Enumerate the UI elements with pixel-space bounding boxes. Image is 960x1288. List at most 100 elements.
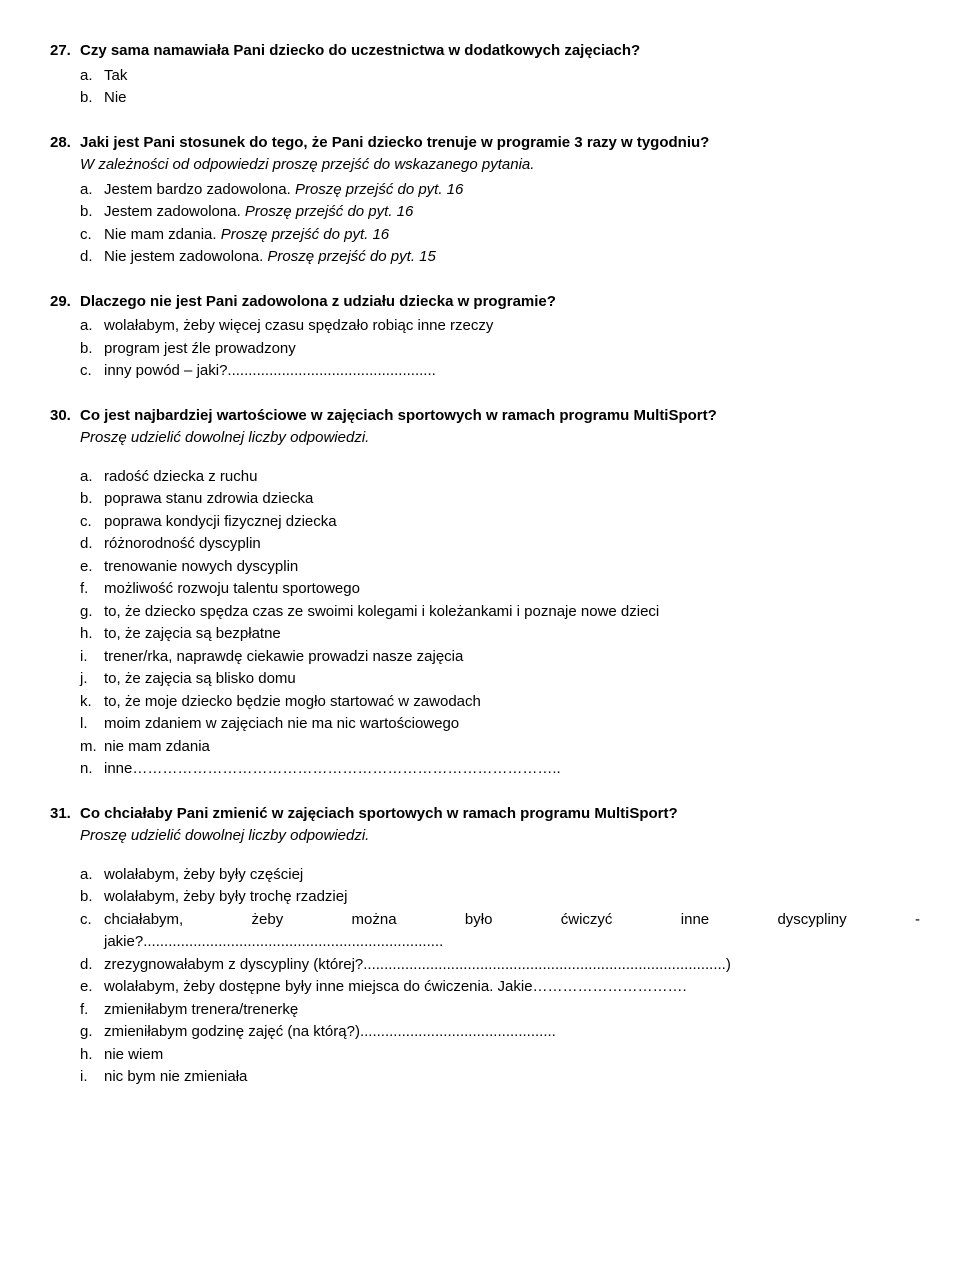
option-text: zmieniłabym godzinę zajęć (na którą?)...… [104, 1021, 920, 1044]
question-header: 29. Dlaczego nie jest Pani zadowolona z … [50, 291, 920, 314]
option-text: moim zdaniem w zajęciach nie ma nic wart… [104, 713, 920, 736]
option-text: wolałabym, żeby były częściej [104, 864, 920, 887]
option-italic: Proszę przejść do pyt. 16 [221, 226, 389, 243]
fill-line: jakie?..................................… [104, 933, 443, 950]
option-letter: c. [80, 224, 104, 247]
question-text: Czy sama namawiała Pani dziecko do uczes… [80, 40, 920, 63]
option-text: program jest źle prowadzony [104, 338, 920, 361]
option-item: b. Jestem zadowolona. Proszę przejść do … [80, 201, 920, 224]
option-item: b. program jest źle prowadzony [80, 338, 920, 361]
option-item: c. Nie mam zdania. Proszę przejść do pyt… [80, 224, 920, 247]
question-27: 27. Czy sama namawiała Pani dziecko do u… [50, 40, 920, 110]
options-list: a. wolałabym, żeby były częściej b. wola… [80, 864, 920, 1089]
option-text: nic bym nie zmieniała [104, 1066, 920, 1089]
option-letter: b. [80, 201, 104, 224]
option-letter: d. [80, 246, 104, 269]
options-list: a. wolałabym, żeby więcej czasu spędzało… [80, 315, 920, 383]
option-letter: h. [80, 623, 104, 646]
word: było [465, 909, 493, 932]
question-header: 31. Co chciałaby Pani zmienić w zajęciac… [50, 803, 920, 826]
spacer [50, 848, 920, 862]
option-letter: a. [80, 179, 104, 202]
word: inne [681, 909, 709, 932]
option-item: f.możliwość rozwoju talentu sportowego [80, 578, 920, 601]
question-number: 29. [50, 291, 80, 314]
word: żeby [252, 909, 284, 932]
option-item: h.to, że zajęcia są bezpłatne [80, 623, 920, 646]
option-italic: Proszę przejść do pyt. 16 [295, 181, 463, 198]
option-item: c.poprawa kondycji fizycznej dziecka [80, 511, 920, 534]
option-item: a. wolałabym, żeby były częściej [80, 864, 920, 887]
option-letter: e. [80, 556, 104, 579]
option-item: k.to, że moje dziecko będzie mogło start… [80, 691, 920, 714]
option-item: d. zrezygnowałabym z dyscypliny (której?… [80, 954, 920, 977]
word: chciałabym, [104, 909, 183, 932]
option-item: j.to, że zajęcia są blisko domu [80, 668, 920, 691]
option-item: i. nic bym nie zmieniała [80, 1066, 920, 1089]
option-text: Nie jestem zadowolona. Proszę przejść do… [104, 246, 920, 269]
word: - [915, 909, 920, 932]
option-text: Jestem bardzo zadowolona. Proszę przejść… [104, 179, 920, 202]
option-letter: i. [80, 1066, 104, 1089]
word: ćwiczyć [561, 909, 613, 932]
option-item: i.trener/rka, naprawdę ciekawie prowadzi… [80, 646, 920, 669]
option-item: h. nie wiem [80, 1044, 920, 1067]
option-letter: e. [80, 976, 104, 999]
option-text: to, że dziecko spędza czas ze swoimi kol… [104, 601, 920, 624]
option-text: Nie [104, 87, 920, 110]
option-item: c. chciałabym, żeby można było ćwiczyć i… [80, 909, 920, 954]
question-28: 28. Jaki jest Pani stosunek do tego, że … [50, 132, 920, 269]
option-text: wolałabym, żeby były trochę rzadziej [104, 886, 920, 909]
option-plain: Jestem zadowolona. [104, 203, 245, 220]
options-list: a. Tak b. Nie [80, 65, 920, 110]
option-item: d. Nie jestem zadowolona. Proszę przejść… [80, 246, 920, 269]
option-text: możliwość rozwoju talentu sportowego [104, 578, 920, 601]
question-text: Co jest najbardziej wartościowe w zajęci… [80, 405, 920, 428]
question-text: Co chciałaby Pani zmienić w zajęciach sp… [80, 803, 920, 826]
option-text: Jestem zadowolona. Proszę przejść do pyt… [104, 201, 920, 224]
question-header: 30. Co jest najbardziej wartościowe w za… [50, 405, 920, 428]
option-item: b.poprawa stanu zdrowia dziecka [80, 488, 920, 511]
option-letter: b. [80, 886, 104, 909]
option-item: c. inny powód – jaki?...................… [80, 360, 920, 383]
option-italic: Proszę przejść do pyt. 15 [267, 248, 435, 265]
option-text: wolałabym, żeby więcej czasu spędzało ro… [104, 315, 920, 338]
option-item: g.to, że dziecko spędza czas ze swoimi k… [80, 601, 920, 624]
question-30: 30. Co jest najbardziej wartościowe w za… [50, 405, 920, 781]
option-item: g. zmieniłabym godzinę zajęć (na którą?)… [80, 1021, 920, 1044]
option-letter: g. [80, 1021, 104, 1044]
justified-line: chciałabym, żeby można było ćwiczyć inne… [104, 909, 920, 932]
option-item: f. zmieniłabym trenera/trenerkę [80, 999, 920, 1022]
option-item: e. wolałabym, żeby dostępne były inne mi… [80, 976, 920, 999]
option-text: wolałabym, żeby dostępne były inne miejs… [104, 976, 920, 999]
option-letter: f. [80, 999, 104, 1022]
option-text: zmieniłabym trenera/trenerkę [104, 999, 920, 1022]
option-item: a. wolałabym, żeby więcej czasu spędzało… [80, 315, 920, 338]
word: można [352, 909, 397, 932]
option-letter: d. [80, 954, 104, 977]
word: dyscypliny [777, 909, 846, 932]
option-text: inne………………………………………………………………………….. [104, 758, 920, 781]
question-31: 31. Co chciałaby Pani zmienić w zajęciac… [50, 803, 920, 1089]
option-letter: j. [80, 668, 104, 691]
option-letter: a. [80, 864, 104, 887]
question-instruction: Proszę udzielić dowolnej liczby odpowied… [80, 427, 920, 450]
option-letter: b. [80, 338, 104, 361]
option-text: nie wiem [104, 1044, 920, 1067]
option-item: l.moim zdaniem w zajęciach nie ma nic wa… [80, 713, 920, 736]
question-number: 28. [50, 132, 80, 155]
option-letter: i. [80, 646, 104, 669]
option-item: d.różnorodność dyscyplin [80, 533, 920, 556]
option-item: a. Tak [80, 65, 920, 88]
option-text: to, że zajęcia są bezpłatne [104, 623, 920, 646]
option-text: zrezygnowałabym z dyscypliny (której?...… [104, 954, 920, 977]
option-item: n.inne………………………………………………………………………….. [80, 758, 920, 781]
options-list: a. Jestem bardzo zadowolona. Proszę prze… [80, 179, 920, 269]
question-instruction: Proszę udzielić dowolnej liczby odpowied… [80, 825, 920, 848]
option-letter: b. [80, 87, 104, 110]
option-text: poprawa stanu zdrowia dziecka [104, 488, 920, 511]
option-letter: b. [80, 488, 104, 511]
option-letter: a. [80, 65, 104, 88]
option-plain: Nie jestem zadowolona. [104, 248, 267, 265]
option-letter: k. [80, 691, 104, 714]
